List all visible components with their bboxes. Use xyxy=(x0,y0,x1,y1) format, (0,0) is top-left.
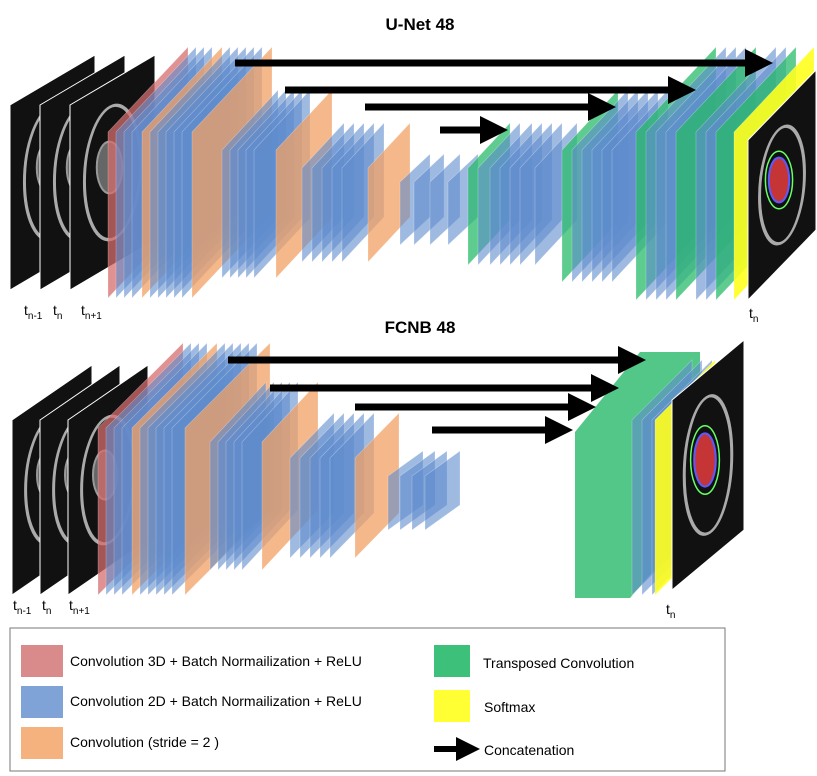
sub: n+1 xyxy=(85,311,102,322)
swatch-orange xyxy=(21,727,63,759)
mri-body xyxy=(758,124,806,246)
sub: n-1 xyxy=(28,311,43,322)
sub: n xyxy=(670,610,676,621)
mri-seg xyxy=(764,150,794,210)
fcnb-title: FCNB 48 xyxy=(385,318,456,337)
mri-heart xyxy=(693,432,717,488)
t: t xyxy=(69,597,73,613)
time-label: tn xyxy=(53,302,62,322)
sub: n+1 xyxy=(73,606,90,617)
sub: n xyxy=(57,311,63,322)
sub: n-1 xyxy=(17,606,32,617)
mri-seg xyxy=(689,425,721,495)
sub: n xyxy=(46,606,52,617)
architecture xyxy=(9,46,817,598)
output-label: tn xyxy=(666,601,675,621)
t: t xyxy=(666,601,670,617)
sub: n xyxy=(753,314,759,325)
legend-label: Convolution 3D + Batch Normailization + … xyxy=(70,653,362,669)
t: t xyxy=(749,305,753,321)
legend-label: Convolution 2D + Batch Normailization + … xyxy=(70,693,362,709)
time-label: tn-1 xyxy=(24,302,43,322)
swatch-green xyxy=(434,645,470,677)
swatch-red xyxy=(21,645,63,677)
swatch-yellow xyxy=(434,690,470,722)
layer xyxy=(424,450,461,531)
time-label: tn-1 xyxy=(13,597,32,617)
legend-label: Concatenation xyxy=(484,742,574,758)
legend-label: Softmax xyxy=(484,699,535,715)
mri-heart xyxy=(767,156,791,204)
legend-label: Transposed Convolution xyxy=(483,655,634,671)
output-label: tn xyxy=(749,305,758,325)
unet-time-labels: tn-1 tn tn+1 tn xyxy=(24,302,758,325)
mri-body xyxy=(682,394,734,536)
legend-box xyxy=(9,627,726,772)
time-label: tn+1 xyxy=(81,302,102,322)
time-label: tn xyxy=(42,597,51,617)
legend: Convolution 3D + Batch Normailization + … xyxy=(9,627,726,772)
legend-label: Convolution (stride = 2 ) xyxy=(70,734,219,750)
t: t xyxy=(13,597,17,613)
time-label: tn+1 xyxy=(69,597,90,617)
t: t xyxy=(24,302,28,318)
swatch-blue xyxy=(21,686,63,718)
unet-title: U-Net 48 xyxy=(386,15,455,34)
t: t xyxy=(53,302,57,318)
t: t xyxy=(81,302,85,318)
t: t xyxy=(42,597,46,613)
fcnb-time-labels: tn-1 tn tn+1 tn xyxy=(13,597,675,621)
